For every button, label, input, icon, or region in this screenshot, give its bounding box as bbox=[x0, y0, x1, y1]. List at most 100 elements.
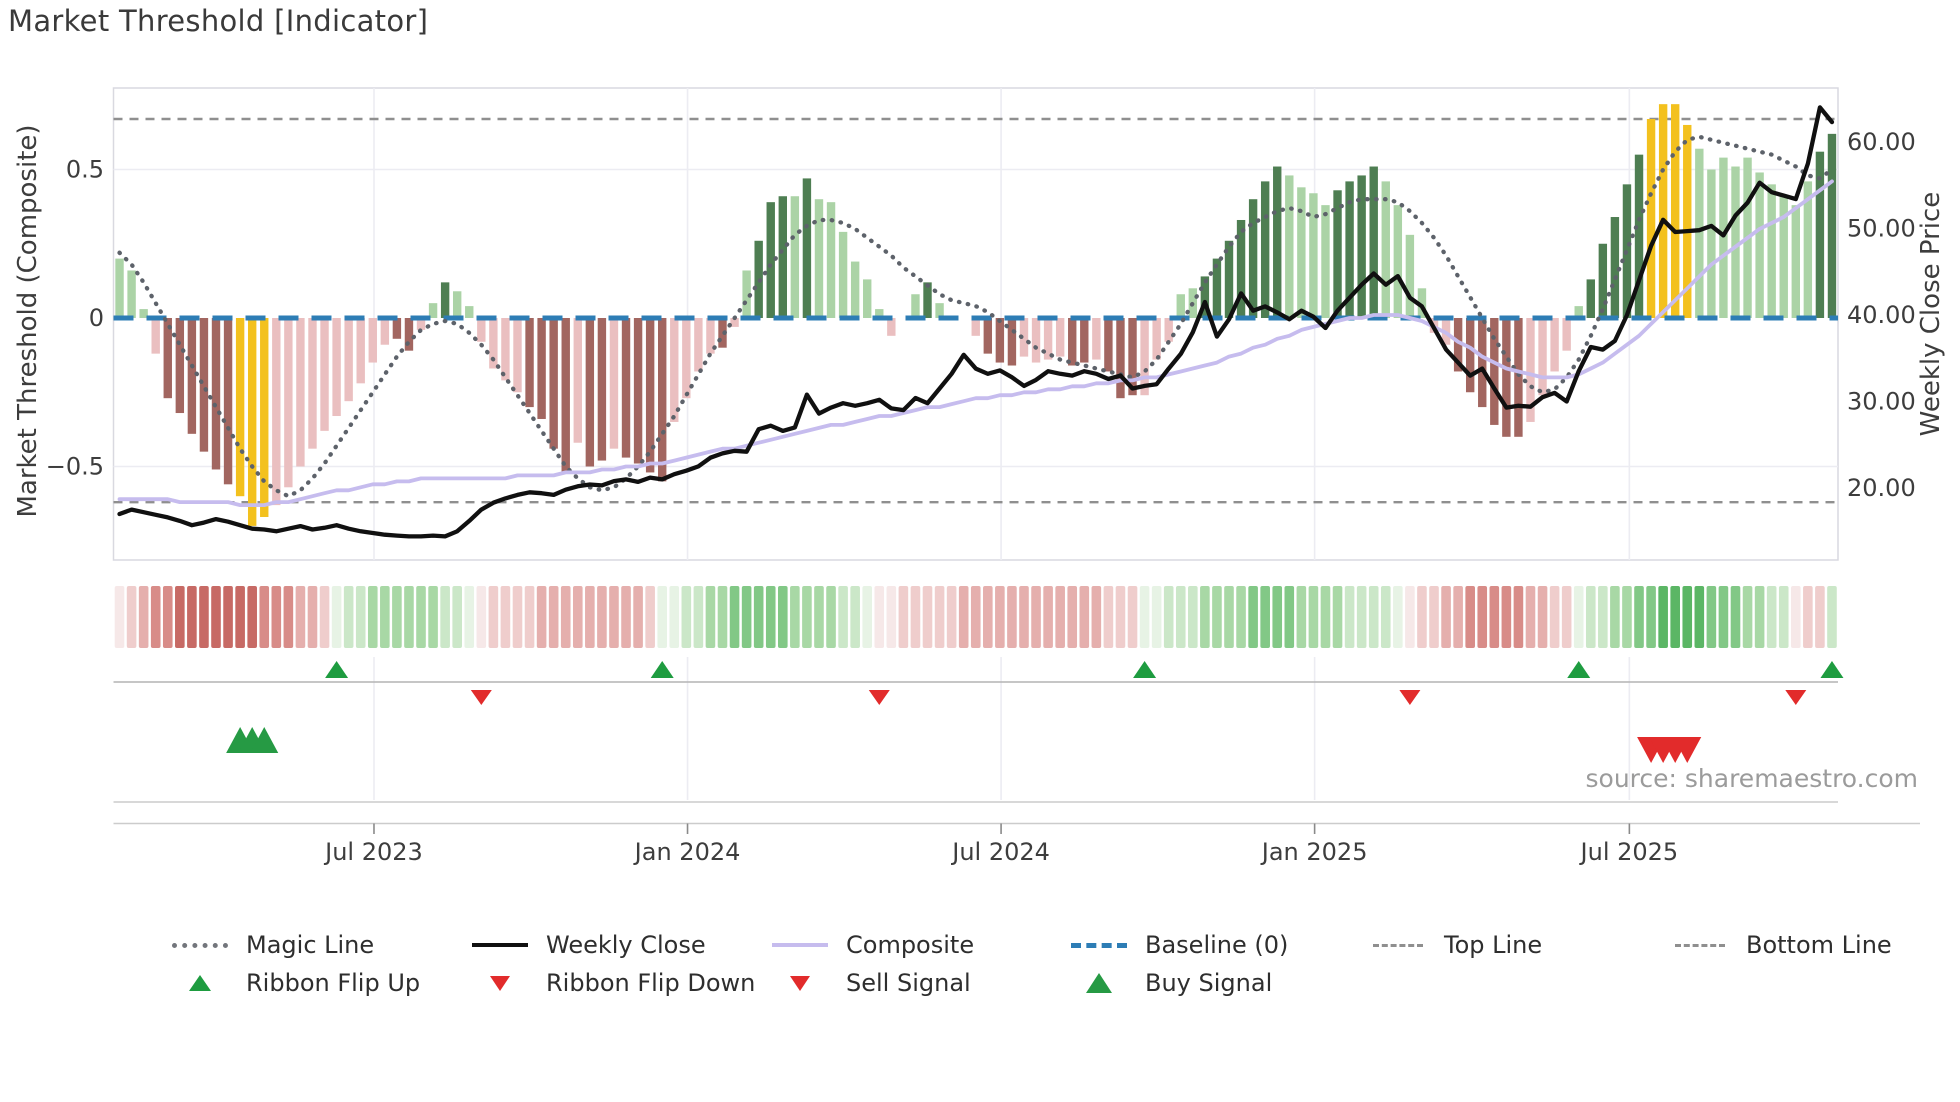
ribbon-cell bbox=[1525, 586, 1536, 648]
ribbon-cell bbox=[802, 586, 812, 648]
composite-swatch-icon bbox=[772, 943, 828, 947]
threshold-bar bbox=[935, 303, 944, 318]
threshold-bar bbox=[1478, 318, 1487, 408]
threshold-bar bbox=[428, 303, 438, 318]
threshold-bar bbox=[284, 318, 293, 488]
ribbon-cell bbox=[1031, 586, 1041, 648]
ribbon-cell bbox=[500, 586, 511, 648]
threshold-bar bbox=[995, 318, 1005, 363]
threshold-bar bbox=[1152, 318, 1161, 360]
right-tick-label: 30.00 bbox=[1847, 388, 1916, 416]
ribbon-cell bbox=[1718, 586, 1729, 648]
legend-label: Baseline (0) bbox=[1145, 931, 1289, 959]
threshold-bar bbox=[344, 318, 353, 402]
ribbon-cell bbox=[1682, 586, 1693, 648]
threshold-bar bbox=[332, 318, 341, 417]
ribbon-cell bbox=[247, 586, 257, 648]
ribbon-cell bbox=[1224, 586, 1234, 648]
threshold-bar bbox=[1550, 318, 1559, 372]
ribbon-cell bbox=[138, 586, 149, 648]
threshold-bar bbox=[187, 318, 197, 434]
ribbon-cell bbox=[1766, 586, 1777, 648]
threshold-bar bbox=[682, 318, 691, 399]
magic-line-swatch-icon bbox=[172, 942, 228, 948]
bottom-line-swatch-icon bbox=[1672, 943, 1728, 947]
threshold-bar bbox=[1248, 199, 1258, 318]
ribbon-cell bbox=[1260, 586, 1270, 648]
source-watermark: source: sharemaestro.com bbox=[1585, 764, 1919, 793]
ribbon-cell bbox=[826, 586, 836, 648]
ribbon-cell bbox=[1670, 586, 1680, 648]
ribbon-cell bbox=[1658, 586, 1668, 648]
threshold-bar bbox=[1731, 166, 1740, 318]
threshold-bar bbox=[875, 309, 884, 318]
ribbon-cell bbox=[162, 586, 173, 648]
ribbon-cell bbox=[259, 586, 270, 648]
ribbon-cell bbox=[1694, 586, 1705, 648]
composite-line bbox=[117, 179, 1834, 508]
ribbon-cell bbox=[380, 586, 390, 648]
legend-label: Ribbon Flip Up bbox=[246, 969, 421, 997]
threshold-bar bbox=[609, 318, 619, 449]
threshold-bar bbox=[1707, 169, 1716, 318]
threshold-bar bbox=[850, 261, 860, 318]
threshold-bar bbox=[573, 318, 582, 443]
ribbon-cell bbox=[621, 586, 631, 648]
threshold-bar bbox=[549, 318, 558, 449]
threshold-bar bbox=[923, 282, 932, 318]
ribbon-cell bbox=[1284, 586, 1295, 648]
threshold-bar bbox=[440, 282, 450, 318]
flip-down-triangle-icon bbox=[472, 975, 528, 991]
legend-label: Magic Line bbox=[246, 931, 375, 959]
x-tick-label: Jul 2025 bbox=[1579, 838, 1679, 866]
ribbon-cell bbox=[790, 586, 800, 648]
right-tick-label: 20.00 bbox=[1847, 474, 1916, 502]
legend-item-baseline: Baseline (0) bbox=[1071, 930, 1288, 960]
buy-signal-triangle-icon bbox=[1071, 973, 1127, 993]
legend-label: Weekly Close bbox=[546, 931, 706, 959]
ribbon-cell bbox=[524, 586, 535, 648]
ribbon-cell bbox=[404, 586, 414, 648]
ribbon-cell bbox=[886, 586, 897, 648]
threshold-bar bbox=[1309, 193, 1318, 318]
ribbon-cell bbox=[934, 586, 945, 648]
threshold-bar bbox=[1405, 234, 1415, 318]
legend-item-composite: Composite bbox=[772, 930, 974, 960]
threshold-bar bbox=[368, 318, 377, 363]
ribbon-cell bbox=[1091, 586, 1102, 648]
ribbon-cell bbox=[1272, 586, 1283, 648]
legend-item-ribbon-flip-down: Ribbon Flip Down bbox=[472, 968, 755, 998]
ribbon-flip-down-marker bbox=[868, 690, 890, 705]
threshold-bar bbox=[838, 231, 848, 318]
ribbon-cell bbox=[428, 586, 438, 648]
ribbon-cell bbox=[1634, 586, 1644, 648]
threshold-bar bbox=[766, 202, 775, 318]
threshold-bar bbox=[1646, 119, 1656, 318]
ribbon-cell bbox=[1549, 586, 1560, 648]
threshold-bar bbox=[1321, 205, 1330, 318]
threshold-bar bbox=[1381, 181, 1390, 318]
legend-label: Buy Signal bbox=[1145, 969, 1273, 997]
threshold-bar bbox=[1068, 318, 1077, 366]
ribbon-cell bbox=[609, 586, 619, 648]
ribbon-cell bbox=[392, 586, 402, 648]
threshold-bar bbox=[1019, 318, 1029, 357]
ribbon-cell bbox=[560, 586, 571, 648]
ribbon-cell bbox=[1007, 586, 1017, 648]
weekly-close-swatch-icon bbox=[472, 943, 528, 947]
ribbon-cell bbox=[1489, 586, 1500, 648]
threshold-bar bbox=[1285, 175, 1294, 318]
ribbon-cell bbox=[1019, 586, 1029, 648]
ribbon-flip-down-marker bbox=[1399, 690, 1421, 705]
threshold-bar bbox=[561, 318, 570, 473]
ribbon-cell bbox=[958, 586, 969, 648]
ribbon-cell bbox=[367, 586, 378, 648]
ribbon-cell bbox=[126, 586, 137, 648]
threshold-bar bbox=[621, 318, 631, 458]
threshold-bar bbox=[175, 318, 185, 414]
ribbon-cell bbox=[1585, 586, 1596, 648]
threshold-bar bbox=[1598, 243, 1608, 318]
threshold-bar bbox=[1562, 318, 1571, 351]
ribbon-cell bbox=[681, 586, 692, 648]
